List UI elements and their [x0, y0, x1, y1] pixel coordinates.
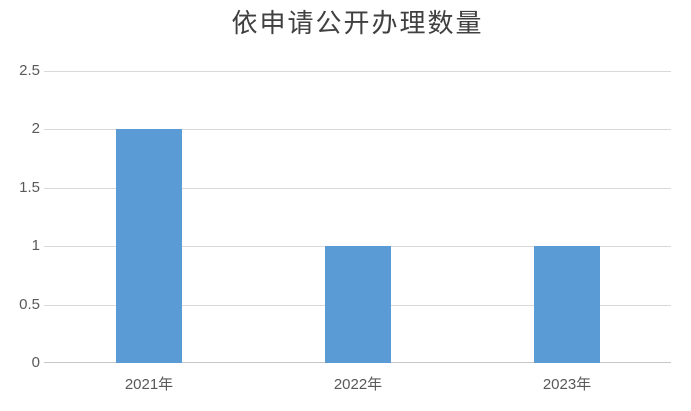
plot-area — [44, 71, 671, 363]
chart-title: 依申请公开办理数量 — [231, 9, 484, 39]
gridline — [44, 188, 671, 189]
y-tick-label: 1.5 — [19, 179, 40, 196]
y-tick-label: 2 — [31, 120, 40, 137]
y-tick-label: 0 — [31, 354, 40, 371]
y-tick-label: 2.5 — [19, 62, 40, 79]
x-category-label: 2022年 — [333, 376, 383, 393]
gridline — [44, 71, 671, 72]
y-tick-label: 0.5 — [19, 296, 40, 313]
bar — [534, 246, 600, 363]
x-category-label: 2021年 — [124, 376, 174, 393]
bar — [325, 246, 391, 363]
y-tick-label: 1 — [31, 237, 40, 254]
gridline — [44, 129, 671, 130]
x-category-label: 2023年 — [542, 376, 592, 393]
bar — [116, 129, 182, 363]
